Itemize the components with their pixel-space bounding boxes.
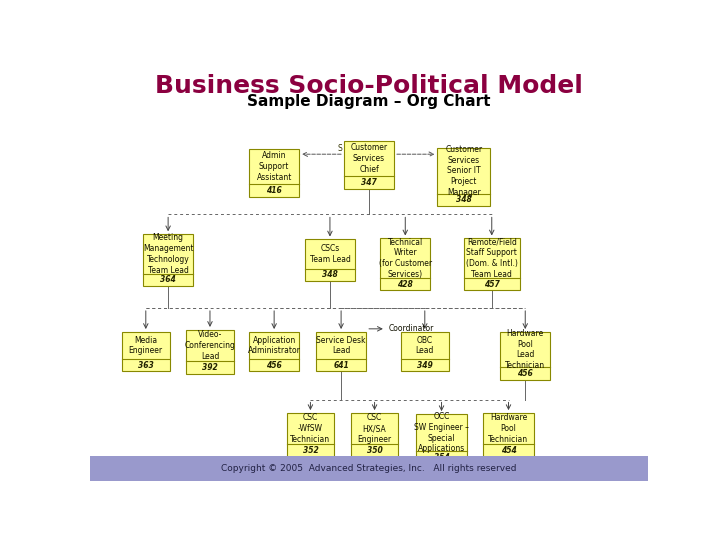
- Text: 428: 428: [397, 280, 413, 289]
- Text: CSCs
Team Lead: CSCs Team Lead: [310, 244, 351, 264]
- Text: 416: 416: [266, 186, 282, 195]
- Text: 352: 352: [302, 446, 318, 455]
- Text: Meeting
Management
Technology
Team Lead: Meeting Management Technology Team Lead: [143, 233, 194, 275]
- Text: 364: 364: [161, 275, 176, 285]
- Text: 392: 392: [202, 363, 218, 372]
- Text: OBC
Lead: OBC Lead: [415, 335, 434, 355]
- Text: 456: 456: [518, 369, 533, 378]
- Text: Service Desk
Lead: Service Desk Lead: [316, 335, 366, 355]
- Text: Media
Engineer: Media Engineer: [129, 335, 163, 355]
- Text: 348: 348: [456, 195, 472, 205]
- Text: 456: 456: [266, 361, 282, 370]
- FancyBboxPatch shape: [344, 141, 394, 188]
- FancyBboxPatch shape: [416, 414, 467, 464]
- Text: 349: 349: [417, 361, 433, 370]
- FancyBboxPatch shape: [122, 332, 169, 372]
- FancyBboxPatch shape: [249, 332, 300, 372]
- Text: Technical
Writer
(for Customer
Services): Technical Writer (for Customer Services): [379, 238, 432, 279]
- FancyBboxPatch shape: [249, 149, 300, 197]
- FancyBboxPatch shape: [483, 413, 534, 457]
- Text: 350: 350: [366, 446, 382, 455]
- Text: Remote/Field
Staff Support
(Dom. & Intl.)
Team Lead: Remote/Field Staff Support (Dom. & Intl.…: [466, 238, 518, 279]
- Text: 641: 641: [333, 361, 349, 370]
- Text: Video-
Conferencing
Lead: Video- Conferencing Lead: [184, 330, 235, 361]
- Text: Copyright © 2005  Advanced Strategies, Inc.   All rights reserved: Copyright © 2005 Advanced Strategies, In…: [221, 464, 517, 473]
- Text: Admin
Support
Assistant: Admin Support Assistant: [256, 151, 292, 182]
- Text: OCC
SW Engineer –
Special
Applications: OCC SW Engineer – Special Applications: [414, 412, 469, 454]
- Text: 348: 348: [322, 271, 338, 279]
- FancyBboxPatch shape: [305, 239, 355, 281]
- Text: 457: 457: [484, 280, 500, 289]
- Text: 354: 354: [433, 453, 449, 462]
- Text: 454: 454: [500, 446, 516, 455]
- FancyBboxPatch shape: [500, 332, 550, 380]
- Text: Sample Diagram – Org Chart: Sample Diagram – Org Chart: [247, 94, 491, 109]
- FancyBboxPatch shape: [401, 332, 449, 372]
- FancyBboxPatch shape: [316, 332, 366, 372]
- Text: Hardware
Pool
Lead
Technician: Hardware Pool Lead Technician: [505, 329, 545, 370]
- Text: Application
Administrator: Application Administrator: [248, 335, 300, 355]
- FancyBboxPatch shape: [287, 413, 334, 457]
- FancyBboxPatch shape: [90, 456, 648, 481]
- FancyBboxPatch shape: [380, 238, 431, 291]
- Text: 347: 347: [361, 178, 377, 187]
- FancyBboxPatch shape: [464, 238, 520, 291]
- Text: Customer
Services
Chief: Customer Services Chief: [351, 143, 387, 173]
- FancyBboxPatch shape: [351, 413, 398, 457]
- Text: 363: 363: [138, 361, 153, 370]
- Text: Hardware
Pool
Technician: Hardware Pool Technician: [488, 414, 528, 444]
- FancyBboxPatch shape: [186, 330, 234, 374]
- Text: S: S: [337, 144, 342, 153]
- Text: CSC
HX/SA
Engineer: CSC HX/SA Engineer: [358, 414, 392, 444]
- Text: Customer
Services
Senior IT
Project
Manager: Customer Services Senior IT Project Mana…: [445, 145, 482, 197]
- Text: Coordinator: Coordinator: [389, 325, 434, 333]
- FancyBboxPatch shape: [437, 148, 490, 206]
- Text: CSC
-WfSW
Technician: CSC -WfSW Technician: [290, 414, 330, 444]
- FancyBboxPatch shape: [143, 234, 193, 286]
- Text: Business Socio-Political Model: Business Socio-Political Model: [155, 73, 583, 98]
